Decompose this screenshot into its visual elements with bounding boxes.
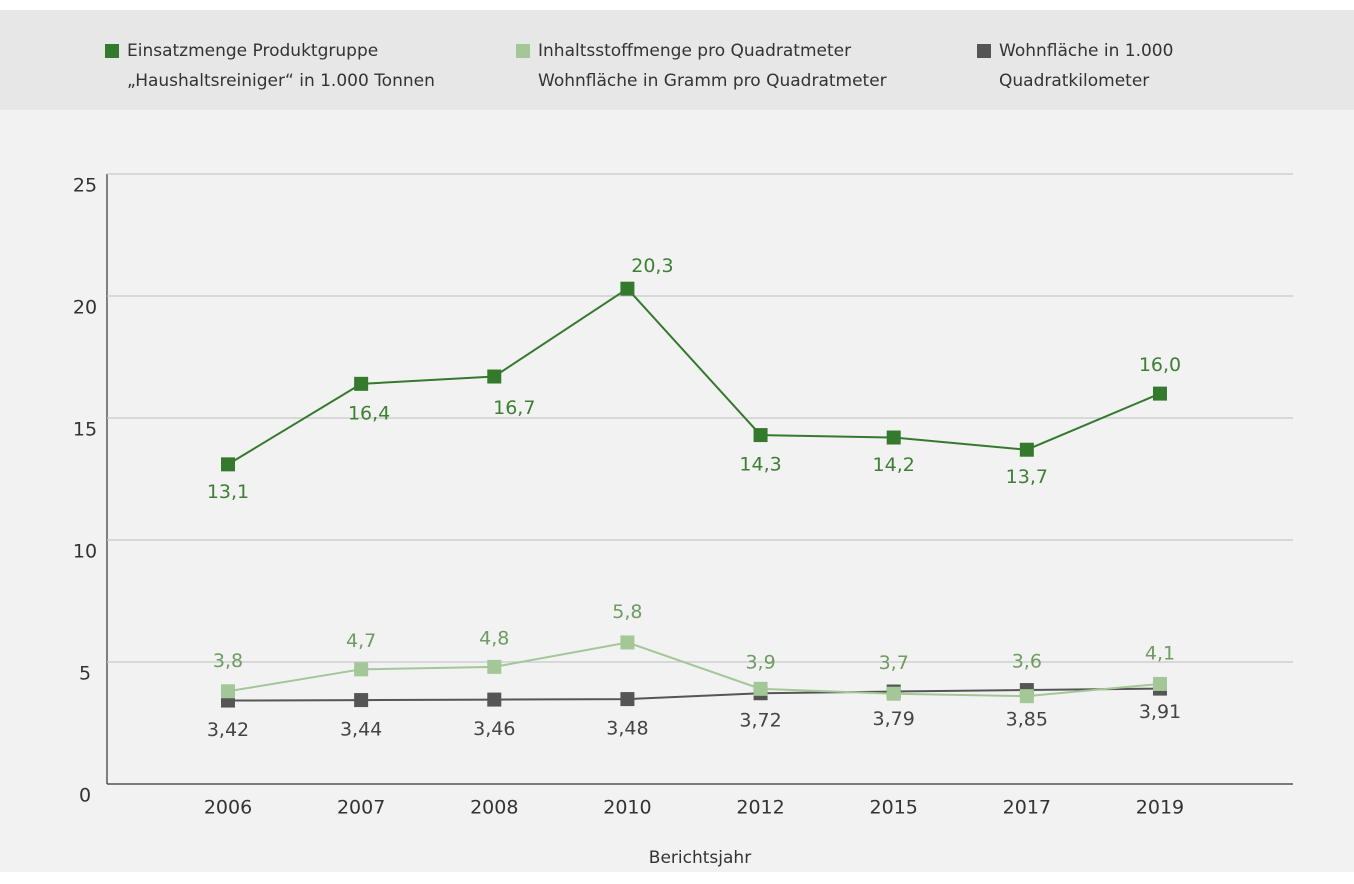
y-tick-label: 25 — [73, 175, 97, 197]
data-point — [1152, 676, 1167, 691]
x-tick-label: 2010 — [603, 797, 651, 819]
y-tick-label: 15 — [73, 419, 97, 441]
data-point — [221, 684, 235, 699]
data-label: 3,85 — [1006, 709, 1048, 731]
data-label: 16,4 — [348, 402, 390, 424]
data-label: 5,8 — [612, 601, 642, 623]
data-label: 3,48 — [606, 718, 648, 740]
legend-item: Einsatzmenge Produktgruppe „Haushaltsrei… — [105, 36, 485, 96]
data-label: 3,42 — [207, 719, 249, 741]
x-tick-label: 2012 — [736, 797, 784, 819]
data-point — [354, 693, 369, 708]
series-line — [227, 687, 1160, 702]
data-point — [487, 369, 502, 384]
data-label: 3,46 — [473, 718, 515, 740]
data-label: 14,2 — [873, 454, 915, 476]
legend-label: Wohnfläche in 1.000 Quadratkilometer — [999, 41, 1174, 91]
data-point — [354, 662, 369, 677]
x-axis-label: Berichtsjahr — [649, 848, 751, 868]
data-label: 3,44 — [340, 719, 382, 741]
data-point — [487, 659, 502, 674]
data-label: 20,3 — [631, 255, 673, 277]
data-point — [886, 686, 901, 701]
x-tick-label: 2019 — [1136, 797, 1184, 819]
legend-swatch — [516, 44, 530, 58]
x-tick-label: 2008 — [470, 797, 518, 819]
data-point — [1019, 689, 1034, 704]
data-label: 13,1 — [207, 481, 249, 503]
data-point — [487, 692, 502, 707]
data-label: 3,72 — [739, 710, 781, 732]
data-point — [1152, 386, 1167, 401]
x-tick-label: 2007 — [337, 797, 385, 819]
legend-label: Einsatzmenge Produktgruppe „Haushaltsrei… — [127, 41, 435, 91]
data-label: 14,3 — [739, 454, 781, 476]
legend-item: Wohnfläche in 1.000 Quadratkilometer — [977, 36, 1277, 96]
series-line — [227, 287, 1161, 466]
data-label: 3,8 — [213, 650, 243, 672]
data-point — [620, 635, 635, 650]
y-tick-label: 10 — [73, 541, 97, 563]
data-label: 3,9 — [745, 651, 775, 673]
legend-item: Inhaltsstoffmenge pro Quadratmeter Wohnf… — [516, 36, 936, 96]
data-point — [753, 428, 768, 443]
data-label: 4,7 — [346, 630, 376, 652]
y-tick-label: 20 — [73, 297, 97, 319]
x-tick-label: 2006 — [204, 797, 252, 819]
data-point — [1019, 442, 1034, 457]
legend: Einsatzmenge Produktgruppe „Haushaltsrei… — [0, 10, 1354, 110]
data-label: 3,79 — [873, 708, 915, 730]
y-tick-label: 5 — [79, 663, 91, 685]
data-label: 3,91 — [1139, 701, 1181, 723]
data-point — [753, 681, 768, 696]
data-label: 13,7 — [1006, 466, 1048, 488]
data-label: 16,0 — [1139, 354, 1181, 376]
data-point — [221, 457, 235, 472]
x-tick-label: 2017 — [1003, 797, 1051, 819]
data-label: 3,7 — [879, 652, 909, 674]
data-label: 3,6 — [1012, 651, 1042, 673]
chart-background — [0, 10, 1354, 872]
data-point — [620, 692, 635, 707]
data-point — [620, 281, 635, 296]
y-tick-label: 0 — [79, 785, 91, 807]
legend-label: Inhaltsstoffmenge pro Quadratmeter Wohnf… — [538, 41, 887, 91]
data-label: 16,7 — [493, 397, 535, 419]
x-tick-label: 2015 — [870, 797, 918, 819]
legend-swatch — [977, 44, 991, 58]
data-label: 4,8 — [479, 627, 509, 649]
series-line — [227, 641, 1161, 698]
data-point — [354, 376, 369, 391]
data-point — [886, 430, 901, 445]
data-label: 4,1 — [1145, 642, 1175, 664]
legend-swatch — [105, 44, 119, 58]
